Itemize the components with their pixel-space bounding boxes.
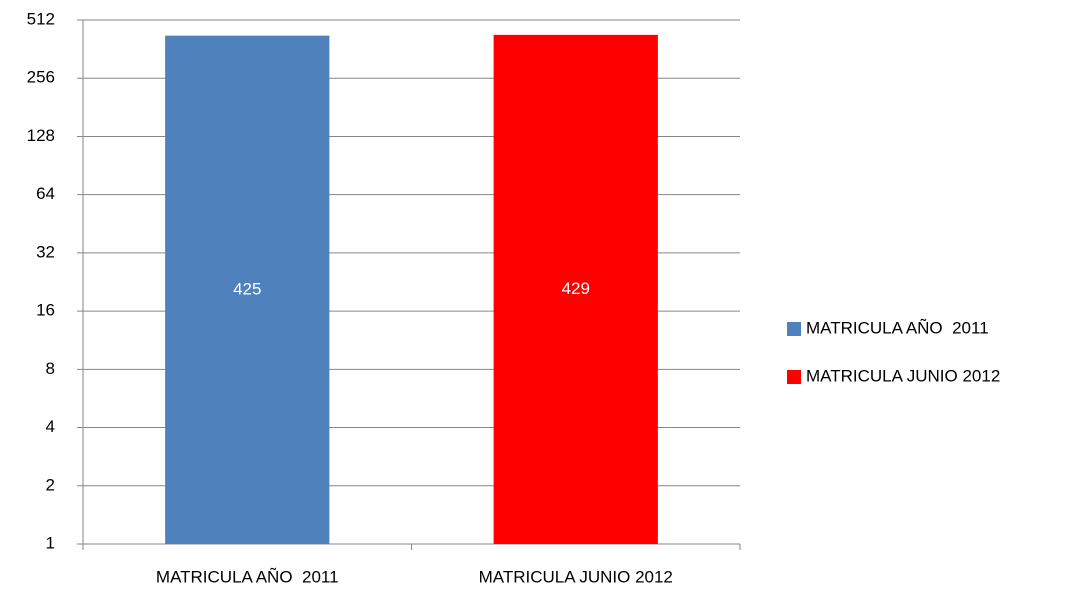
legend-label: MATRICULA JUNIO 2012 (806, 366, 1000, 385)
y-tick-label: 4 (46, 417, 55, 436)
y-tick-label: 8 (46, 359, 55, 378)
x-tick-label: MATRICULA AÑO 2011 (156, 567, 339, 586)
y-tick-label: 64 (36, 184, 55, 203)
legend-swatch (787, 370, 801, 384)
y-tick-label: 32 (36, 242, 55, 261)
y-tick-label: 16 (36, 301, 55, 320)
legend-swatch (787, 322, 801, 336)
y-tick-label: 512 (27, 9, 55, 28)
legend-label: MATRICULA AÑO 2011 (806, 318, 989, 337)
x-tick-label: MATRICULA JUNIO 2012 (479, 567, 673, 586)
data-label: 429 (562, 279, 590, 298)
bar (493, 34, 658, 544)
bar (165, 35, 330, 545)
y-tick-label: 2 (46, 475, 55, 494)
data-label: 425 (233, 279, 261, 298)
y-tick-label: 1 (46, 533, 55, 552)
y-tick-label: 256 (27, 68, 55, 87)
y-tick-label: 128 (27, 126, 55, 145)
